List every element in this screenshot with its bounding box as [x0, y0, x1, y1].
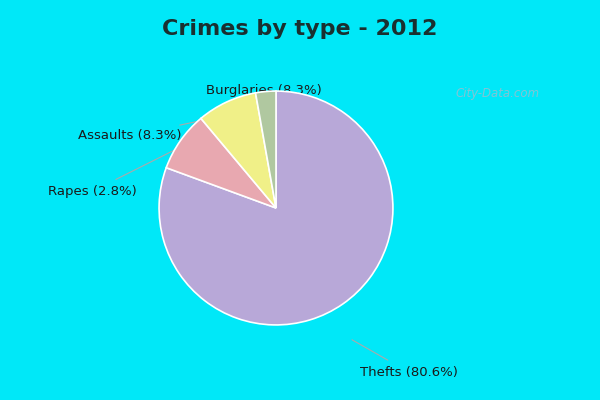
Text: Crimes by type - 2012: Crimes by type - 2012 — [163, 18, 437, 39]
Wedge shape — [201, 93, 276, 208]
Text: Burglaries (8.3%): Burglaries (8.3%) — [173, 84, 322, 157]
Wedge shape — [256, 91, 276, 208]
Text: Thefts (80.6%): Thefts (80.6%) — [352, 340, 458, 379]
Wedge shape — [166, 118, 276, 208]
Text: Assaults (8.3%): Assaults (8.3%) — [78, 117, 219, 142]
Wedge shape — [159, 91, 393, 325]
Text: City-Data.com: City-Data.com — [456, 87, 540, 100]
Text: Rapes (2.8%): Rapes (2.8%) — [48, 106, 262, 198]
